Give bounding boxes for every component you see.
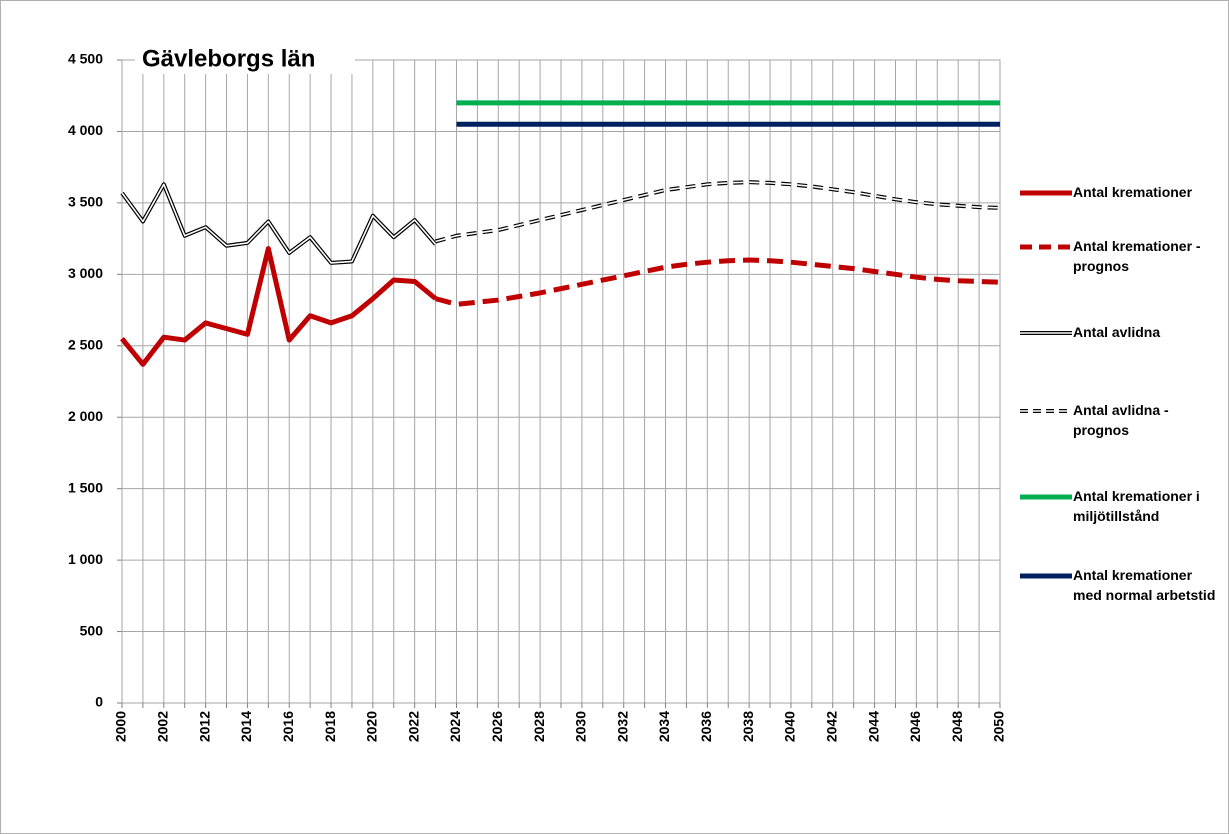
x-tick-label: 2044	[865, 711, 881, 742]
y-tick-label: 2 000	[68, 408, 103, 424]
series-line-inner	[121, 183, 437, 264]
y-tick-label: 2 500	[68, 336, 103, 352]
y-tick-label: 3 000	[68, 265, 103, 281]
x-tick-label: 2018	[322, 711, 338, 742]
series-line	[120, 246, 438, 367]
x-tick-label: 2016	[280, 711, 296, 742]
x-tick-label: 2000	[113, 711, 129, 742]
legend-label: Antal avlidna	[1073, 324, 1160, 340]
x-tick-label: 2034	[656, 711, 672, 742]
x-tick-label: 2022	[405, 711, 421, 742]
x-tick-label: 2014	[238, 711, 254, 742]
x-tick-label: 2020	[364, 711, 380, 742]
series-line-inner	[435, 181, 1001, 243]
data-layer	[120, 100, 1001, 367]
grid: 0 500 1 000 1 500 2 000 2 500 3 000 3 500 4 000 4…	[68, 51, 1007, 742]
x-tick-label: 2028	[531, 711, 547, 742]
x-tick-label: 2012	[196, 711, 212, 742]
x-tick-label: 2046	[907, 711, 923, 742]
y-tick-label: 1 000	[68, 551, 103, 567]
x-tick-label: 2030	[573, 711, 589, 742]
legend-label: Antal kremationer -prognos	[1073, 238, 1201, 274]
x-tick-label: 2040	[782, 711, 798, 742]
x-tick-label: 2036	[698, 711, 714, 742]
title-background	[135, 44, 355, 74]
x-tick-label: 2026	[489, 711, 505, 742]
legend-label: Antal avlidna -prognos	[1073, 402, 1169, 438]
y-tick-label: 3 500	[68, 194, 103, 210]
legend: Antal kremationer Antal kremationer -prog…	[1020, 184, 1215, 603]
x-tick-label: 2024	[447, 711, 463, 742]
legend-label: Antal kremationer	[1073, 184, 1193, 200]
x-tick-label: 2048	[949, 711, 965, 742]
x-tick-label: 2050	[991, 711, 1007, 742]
y-tick-label: 4 500	[68, 51, 103, 67]
chart-title: Gävleborgs län	[142, 45, 315, 72]
y-tick-label: 500	[80, 622, 104, 638]
y-tick-label: 4 000	[68, 122, 103, 138]
x-tick-label: 2042	[823, 711, 839, 742]
x-tick-label: 2038	[740, 711, 756, 742]
legend-label: Antal kremationer med normal arbetstid	[1073, 567, 1215, 603]
y-tick-label: 0	[95, 694, 103, 710]
x-tick-label: 2002	[155, 711, 171, 742]
x-tick-label: 2032	[614, 711, 630, 742]
legend-label: Antal kremationer i miljötillstånd	[1073, 488, 1200, 524]
y-tick-label: 1 500	[68, 479, 103, 495]
